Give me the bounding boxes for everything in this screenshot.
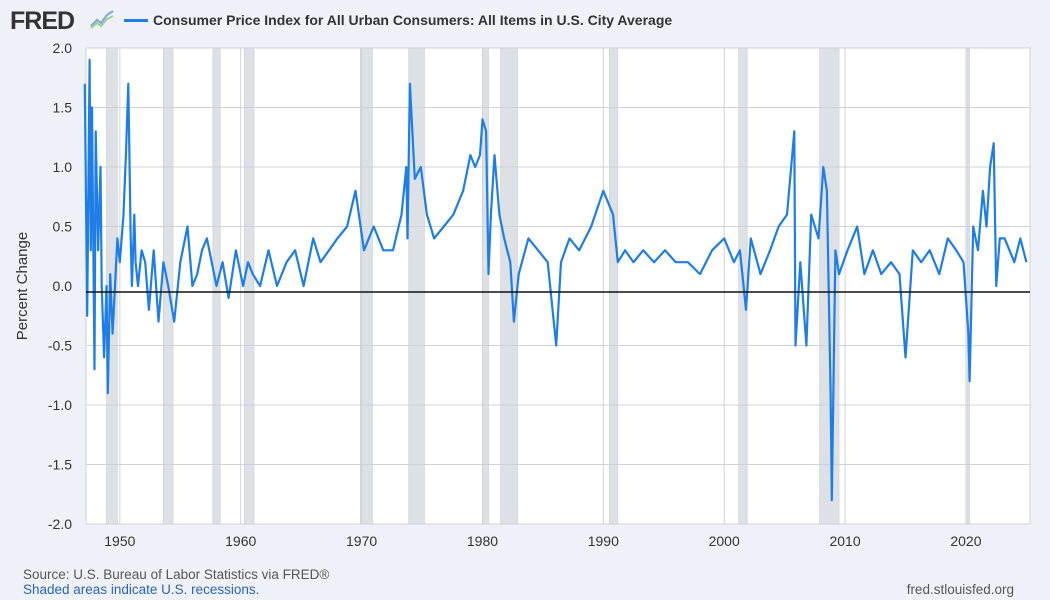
y-tick-label: 1.0 xyxy=(53,159,73,175)
y-tick-label: -0.5 xyxy=(48,338,72,354)
x-tick-label: 1980 xyxy=(467,533,498,549)
recession-band xyxy=(244,47,255,525)
line-chart-icon xyxy=(90,9,114,29)
y-tick-label: -1.5 xyxy=(48,457,72,473)
x-tick-label: 2020 xyxy=(950,533,981,549)
y-tick-label: -2.0 xyxy=(48,516,72,532)
x-tick-label: 1970 xyxy=(346,533,377,549)
x-tick-label: 1960 xyxy=(225,533,256,549)
site-url[interactable]: fred.stlouisfed.org xyxy=(906,582,1014,597)
y-tick-label: -1.0 xyxy=(48,397,72,413)
recession-note[interactable]: Shaded areas indicate U.S. recessions. xyxy=(23,582,260,597)
recession-band xyxy=(966,47,970,525)
y-tick-label: 2.0 xyxy=(53,40,73,56)
x-tick-label: 1990 xyxy=(588,533,619,549)
recession-band xyxy=(609,47,619,525)
source-note: Source: U.S. Bureau of Labor Statistics … xyxy=(23,567,329,597)
x-tick-label: 2010 xyxy=(829,533,860,549)
recession-band xyxy=(360,47,373,525)
y-tick-label: 1.5 xyxy=(53,100,73,116)
x-tick-label: 1950 xyxy=(104,533,135,549)
series-line xyxy=(83,58,1028,502)
y-tick-label: 0.0 xyxy=(53,278,73,294)
recession-band xyxy=(500,47,518,525)
legend-swatch xyxy=(124,19,148,22)
y-axis-label: Percent Change xyxy=(14,232,31,340)
line-chart: 2.0 1.5 1.0 0.5 0.0 -0.5 -1.0 -1.5 -2.0 1950 1960 1… xyxy=(14,40,1031,549)
chart-header: FRED Consumer Price Index for All Urban … xyxy=(0,0,1050,42)
source-prefix: Source: xyxy=(23,567,74,582)
y-tick-label: 0.5 xyxy=(53,219,73,235)
fred-logo[interactable]: FRED xyxy=(10,7,75,35)
source-text: U.S. Bureau of Labor Statistics via FRED… xyxy=(73,567,330,582)
legend-series-title[interactable]: Consumer Price Index for All Urban Consu… xyxy=(153,12,673,28)
x-tick-label: 2000 xyxy=(709,533,740,549)
